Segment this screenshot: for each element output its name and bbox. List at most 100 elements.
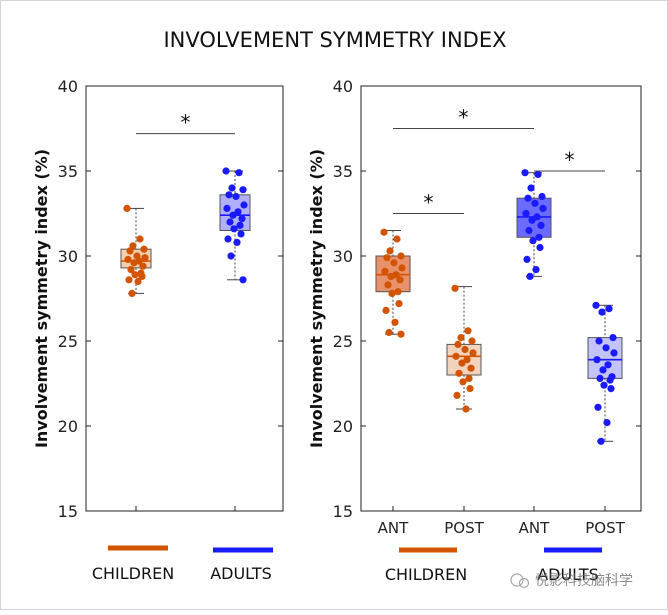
significance-star: * — [459, 106, 469, 130]
data-point — [140, 245, 148, 253]
data-point — [598, 308, 606, 316]
data-point — [462, 405, 470, 413]
data-point — [123, 204, 131, 212]
y-tick-label: 15 — [333, 502, 353, 521]
data-point — [239, 186, 247, 194]
data-point — [227, 252, 235, 260]
data-point — [538, 192, 546, 201]
y-tick-label: 25 — [333, 332, 353, 351]
data-point — [600, 381, 608, 389]
box-group-children — [120, 204, 152, 297]
data-point — [459, 378, 467, 386]
data-point — [592, 301, 600, 309]
data-point — [528, 216, 536, 224]
data-point — [126, 247, 134, 255]
data-point — [609, 334, 617, 342]
data-point — [228, 184, 236, 192]
data-point — [222, 167, 230, 175]
data-point — [534, 170, 542, 178]
data-point — [524, 194, 532, 202]
data-point — [593, 356, 601, 364]
data-point — [224, 235, 232, 243]
box-group-adults-ant — [516, 169, 552, 280]
data-point — [522, 209, 530, 218]
data-point — [523, 255, 531, 263]
data-point — [396, 276, 404, 284]
y-tick-label: 40 — [58, 77, 78, 96]
data-point — [383, 254, 391, 262]
data-point — [382, 306, 390, 314]
data-point — [229, 211, 237, 219]
data-point — [134, 277, 142, 286]
chart-layer: 15 20 25 30 35 40 Involvement symmetry index (… — [32, 77, 642, 584]
y-axis-label: Involvement symmetry index (%) — [32, 149, 51, 448]
data-point — [466, 385, 474, 393]
data-point — [237, 230, 245, 238]
data-point — [602, 344, 610, 352]
x-tick-label: POST — [444, 519, 484, 537]
data-point — [386, 247, 394, 255]
data-point — [239, 276, 247, 284]
plot-frame-1 — [360, 85, 642, 512]
data-point — [610, 349, 618, 357]
data-point — [521, 169, 529, 177]
data-point — [380, 228, 388, 236]
box-group-children-post — [446, 284, 482, 413]
data-point — [539, 204, 547, 212]
data-point — [603, 419, 611, 427]
y-tick-label: 30 — [58, 247, 78, 266]
data-point — [529, 237, 537, 245]
wechat-icon-bubble — [518, 577, 530, 589]
y-tick-label: 40 — [333, 77, 353, 96]
data-point — [605, 305, 613, 313]
significance-star: * — [424, 191, 434, 215]
data-point — [131, 271, 139, 279]
data-point — [458, 359, 466, 367]
data-point — [230, 225, 238, 233]
data-point — [454, 340, 462, 348]
data-point — [395, 300, 403, 308]
data-point — [469, 349, 477, 357]
data-point — [525, 226, 533, 235]
data-point — [381, 267, 389, 275]
data-point — [537, 221, 545, 229]
data-point — [223, 204, 231, 212]
y-tick-label: 30 — [333, 247, 353, 266]
data-point — [390, 259, 398, 267]
data-point — [596, 374, 604, 382]
data-point — [225, 191, 233, 199]
data-point — [465, 374, 473, 382]
data-point — [398, 264, 406, 272]
data-point — [385, 328, 393, 337]
data-point — [124, 255, 132, 263]
y-tick-label: 15 — [58, 502, 78, 521]
data-point — [397, 252, 405, 260]
y-tick-label: 20 — [333, 417, 353, 436]
data-point — [452, 352, 460, 360]
data-point — [125, 276, 133, 284]
legend-label: CHILDREN — [92, 564, 174, 583]
y-tick-label: 25 — [58, 332, 78, 351]
data-point — [236, 221, 244, 229]
chart-title: INVOLVEMENT SYMMETRY INDEX — [163, 28, 506, 52]
x-tick-label: POST — [585, 519, 625, 537]
data-point — [595, 337, 603, 345]
data-point — [232, 192, 240, 201]
data-point — [607, 385, 615, 393]
data-point — [238, 215, 246, 223]
data-point — [455, 369, 463, 377]
data-point — [138, 272, 146, 280]
box-group-adults — [219, 167, 251, 284]
data-point — [388, 289, 396, 297]
data-point — [594, 403, 602, 411]
data-point — [233, 238, 241, 246]
wechat-icon — [510, 573, 524, 587]
data-point — [597, 437, 605, 445]
data-point — [127, 266, 135, 274]
y-tick-label: 35 — [58, 162, 78, 181]
legend-label: CHILDREN — [385, 565, 467, 584]
data-point — [526, 272, 534, 280]
y-tick-label: 35 — [333, 162, 353, 181]
